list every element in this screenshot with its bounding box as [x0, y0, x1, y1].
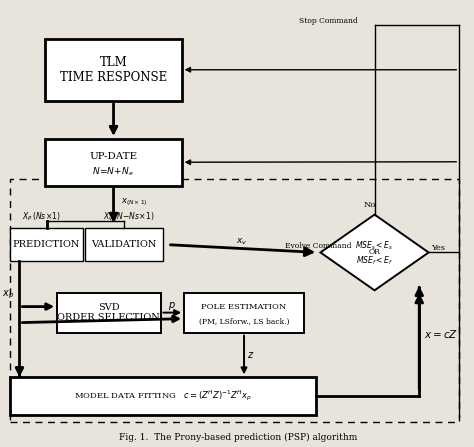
Text: OR: OR [369, 249, 381, 257]
Text: $x_{(N\times1)}$: $x_{(N\times1)}$ [120, 196, 147, 208]
Text: $N\!=\!N\!+\!N_e$: $N\!=\!N\!+\!N_e$ [92, 165, 135, 178]
Text: POLE ESTIMATION: POLE ESTIMATION [201, 303, 287, 311]
Text: $MSE_f < E_f$: $MSE_f < E_f$ [356, 254, 393, 267]
Bar [46, 38, 182, 101]
Text: $MSE_s < E_s$: $MSE_s < E_s$ [356, 240, 393, 252]
Bar [10, 228, 83, 261]
Text: $z$: $z$ [247, 350, 255, 360]
Bar [57, 293, 161, 333]
Bar [85, 228, 163, 261]
Text: UP-DATE: UP-DATE [90, 152, 137, 161]
Text: No: No [364, 201, 376, 209]
Text: $x = cZ$: $x = cZ$ [424, 329, 458, 340]
Text: SVD
ORDER SELECTION: SVD ORDER SELECTION [57, 303, 160, 322]
Text: Stop Command: Stop Command [299, 17, 358, 25]
Text: PREDICTION: PREDICTION [13, 240, 80, 249]
Text: $x_v$: $x_v$ [236, 236, 247, 247]
Bar [10, 377, 316, 415]
Text: $p$: $p$ [168, 300, 176, 312]
Text: $X_v\,(N\!-\!Ns\!\times\!1)$: $X_v\,(N\!-\!Ns\!\times\!1)$ [103, 211, 155, 223]
Text: $X_P\,(Ns\!\times\!1)$: $X_P\,(Ns\!\times\!1)$ [22, 211, 61, 223]
Polygon shape [320, 215, 428, 291]
Text: MODEL DATA FITTING   $c = (Z^H Z)^{-1} Z^H x_p$: MODEL DATA FITTING $c = (Z^H Z)^{-1} Z^H… [74, 389, 252, 404]
Text: Evolve Command: Evolve Command [285, 242, 352, 250]
Bar [46, 139, 182, 186]
Text: Fig. 1.  The Prony-based prediction (PSP) algorithm: Fig. 1. The Prony-based prediction (PSP)… [119, 433, 357, 442]
Text: Yes: Yes [431, 244, 445, 252]
Text: TLM
TIME RESPONSE: TLM TIME RESPONSE [60, 56, 167, 84]
Text: $x_p$: $x_p$ [2, 289, 14, 301]
Bar [10, 179, 459, 422]
Text: VALIDATION: VALIDATION [91, 240, 157, 249]
Text: (PM, LSforw., LS back.): (PM, LSforw., LS back.) [199, 317, 289, 325]
Bar [184, 293, 304, 333]
